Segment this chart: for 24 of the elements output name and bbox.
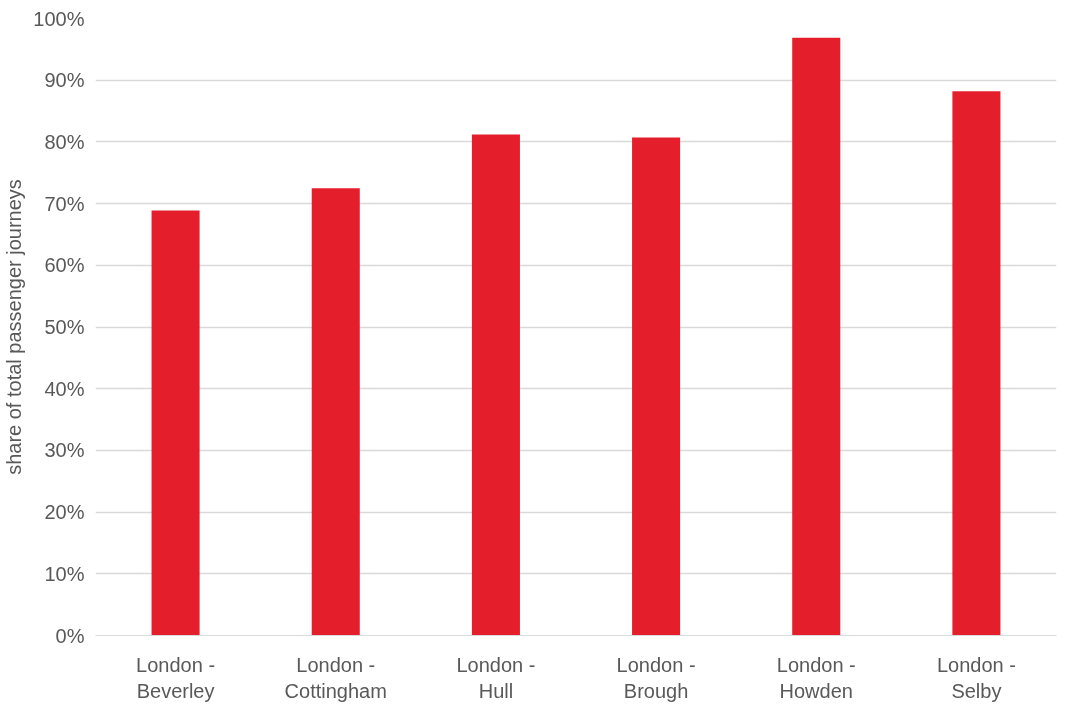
bar [952,91,1001,636]
y-tick-label: 0% [55,624,85,647]
y-tick-label: 50% [44,316,85,338]
y-tick-label: 20% [44,501,85,524]
y-tick-label: 30% [44,439,85,462]
bar [471,134,520,636]
x-tick-label: London - Selby [936,653,1016,702]
x-tick-label: London - Cottingham [284,653,387,702]
x-tick-label: London - Beverley [136,653,216,702]
x-tick-label: London - Hull [456,653,536,702]
bar [632,137,681,636]
y-tick-label: 100% [33,7,85,30]
y-tick-label: 60% [44,254,85,277]
bar [151,210,200,636]
y-tick-label: 70% [44,192,85,215]
x-tick-label: London - Howden [776,653,856,702]
bar [792,37,841,636]
bar [311,188,360,636]
y-tick-label: 80% [44,130,85,153]
y-tick-label: 10% [44,562,85,585]
y-tick-label: 40% [44,377,85,400]
y-axis-title: share of total passenger journeys [3,179,26,475]
y-tick-label: 90% [44,69,85,92]
x-tick-label: London - Brough [616,653,696,702]
